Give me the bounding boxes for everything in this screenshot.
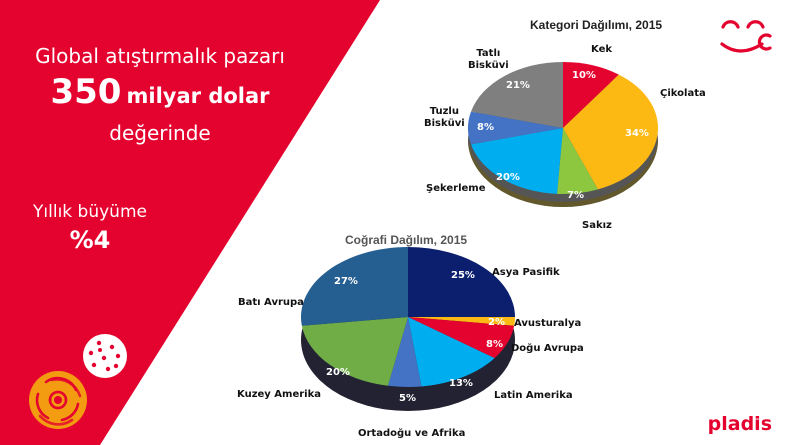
pie-slice-avusturalya (408, 317, 515, 326)
pct-sekerleme: 20% (496, 172, 520, 183)
pie-slice-batı-avrupa (301, 247, 408, 326)
label-bati-avrupa: Batı Avrupa (238, 297, 304, 308)
pladis-logo: pladis (707, 413, 772, 435)
pct-asya: 25% (451, 270, 475, 281)
pie-slice-şekerleme (470, 128, 563, 194)
category-chart-title: Kategori Dağılımı, 2015 (530, 18, 663, 32)
headline-value-line: 350 milyar dolar (0, 70, 320, 120)
market-unit: milyar dolar (126, 84, 270, 108)
label-asya-pasifik: Asya Pasifik (492, 267, 560, 278)
label-kuzey-amerika: Kuzey Amerika (237, 389, 321, 400)
label-kek: Kek (591, 44, 613, 55)
annual-growth: Yıllık büyüme %4 (0, 200, 180, 256)
pct-avust: 2% (488, 317, 505, 328)
label-tatli-line2: Bisküvi (468, 60, 509, 71)
pie-slice-doğu-avrupa (408, 317, 515, 359)
label-tuzlu-line1: Tuzlu (429, 106, 459, 117)
pie-slice-tuzlu-bisküvi (468, 111, 563, 145)
label-tuzlu-biskuvi: Tuzlu Bisküvi (424, 106, 465, 130)
label-sakiz: Sakız (582, 220, 612, 231)
pie-slice-latin-amerika (408, 317, 495, 387)
pct-tatli: 21% (506, 80, 530, 91)
pct-cikolata: 34% (625, 128, 649, 139)
label-cikolata: Çikolata (660, 88, 706, 99)
label-tuzlu-line2: Bisküvi (424, 118, 465, 129)
biscuit-with-hearts-icon (83, 334, 127, 378)
label-latin-amerika: Latin Amerika (494, 390, 573, 401)
swirl-cookie-icon (29, 371, 87, 429)
headline-line1: Global atıştırmalık pazarı (35, 44, 285, 68)
pie-slice-kuzey-amerika (301, 317, 408, 386)
label-avusturalya: Avusturalya (514, 318, 582, 329)
label-tatli-line1: Tatlı (476, 48, 501, 59)
growth-label: Yıllık büyüme (33, 202, 147, 222)
pie-slice-sakız (557, 128, 598, 194)
pct-dogu: 8% (486, 339, 503, 350)
pie-slice-tatlı-bisküvi (470, 62, 563, 128)
pct-bati: 27% (334, 276, 358, 287)
growth-value: %4 (69, 226, 111, 254)
pct-kuzey: 20% (326, 367, 350, 378)
pct-latin: 13% (449, 378, 473, 389)
label-ortadogu-afrika: Ortadoğu ve Afrika (358, 428, 466, 439)
pie-slice-asya-pasifik (408, 247, 515, 317)
pct-kek: 10% (572, 70, 596, 81)
pie-slice-kek (563, 62, 619, 128)
pct-orta: 5% (399, 393, 416, 404)
market-value: 350 (50, 72, 122, 112)
market-headline: Global atıştırmalık pazarı 350 milyar do… (0, 42, 320, 146)
label-dogu-avrupa: Doğu Avrupa (511, 343, 584, 354)
geo-chart-title: Coğrafi Dağılım, 2015 (345, 233, 468, 247)
label-tatli-biskuvi: Tatlı Bisküvi (468, 48, 509, 72)
pct-tuzlu: 8% (477, 122, 494, 133)
pie-slice-çikolata (563, 74, 658, 190)
headline-line3: değerinde (109, 121, 211, 145)
pct-sakiz: 7% (567, 190, 584, 201)
pie-slice-ortadoğu-ve-afrika (387, 317, 422, 387)
label-sekerleme: Şekerleme (426, 183, 486, 194)
